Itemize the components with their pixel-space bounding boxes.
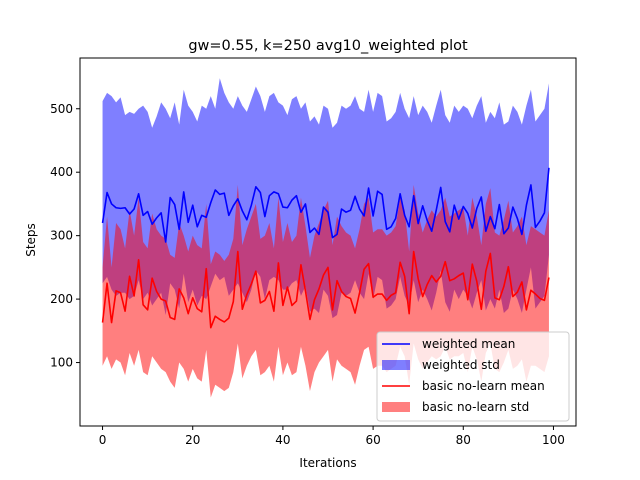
x-tick-label: 20 bbox=[185, 433, 200, 447]
x-tick-label: 60 bbox=[365, 433, 380, 447]
y-tick-label: 300 bbox=[50, 229, 73, 243]
legend-swatch-weighted-std bbox=[382, 360, 410, 370]
x-tick-label: 0 bbox=[99, 433, 107, 447]
basic-mean-line bbox=[101, 250, 550, 329]
x-tick-label: 40 bbox=[275, 433, 290, 447]
legend-label-weighted-mean: weighted mean bbox=[422, 337, 515, 351]
x-tick-label: 100 bbox=[542, 433, 565, 447]
mean-lines bbox=[101, 167, 550, 329]
legend-box bbox=[376, 331, 570, 422]
legend-label-weighted-std: weighted std bbox=[422, 358, 500, 372]
y-tick-label: 100 bbox=[50, 356, 73, 370]
legend: weighted mean weighted std basic no-learn … bbox=[376, 331, 570, 422]
y-axis-ticks: 100 200 300 400 500 bbox=[50, 102, 80, 370]
y-tick-label: 400 bbox=[50, 165, 73, 179]
plot-frame bbox=[79, 57, 577, 427]
y-tick-label: 500 bbox=[50, 102, 73, 116]
legend-label-basic-std: basic no-learn std bbox=[422, 400, 529, 414]
y-tick-label: 200 bbox=[50, 292, 73, 306]
y-axis-label: Steps bbox=[24, 223, 38, 257]
x-axis-label: Iterations bbox=[299, 456, 356, 470]
x-tick-label: 80 bbox=[456, 433, 471, 447]
x-axis-ticks: 0 20 40 60 80 100 bbox=[99, 426, 565, 447]
legend-label-basic-mean: basic no-learn mean bbox=[422, 379, 545, 393]
legend-swatch-basic-std bbox=[382, 402, 410, 412]
weighted-mean-line bbox=[101, 167, 550, 243]
chart-title: gw=0.55, k=250 avg10_weighted plot bbox=[188, 38, 468, 54]
